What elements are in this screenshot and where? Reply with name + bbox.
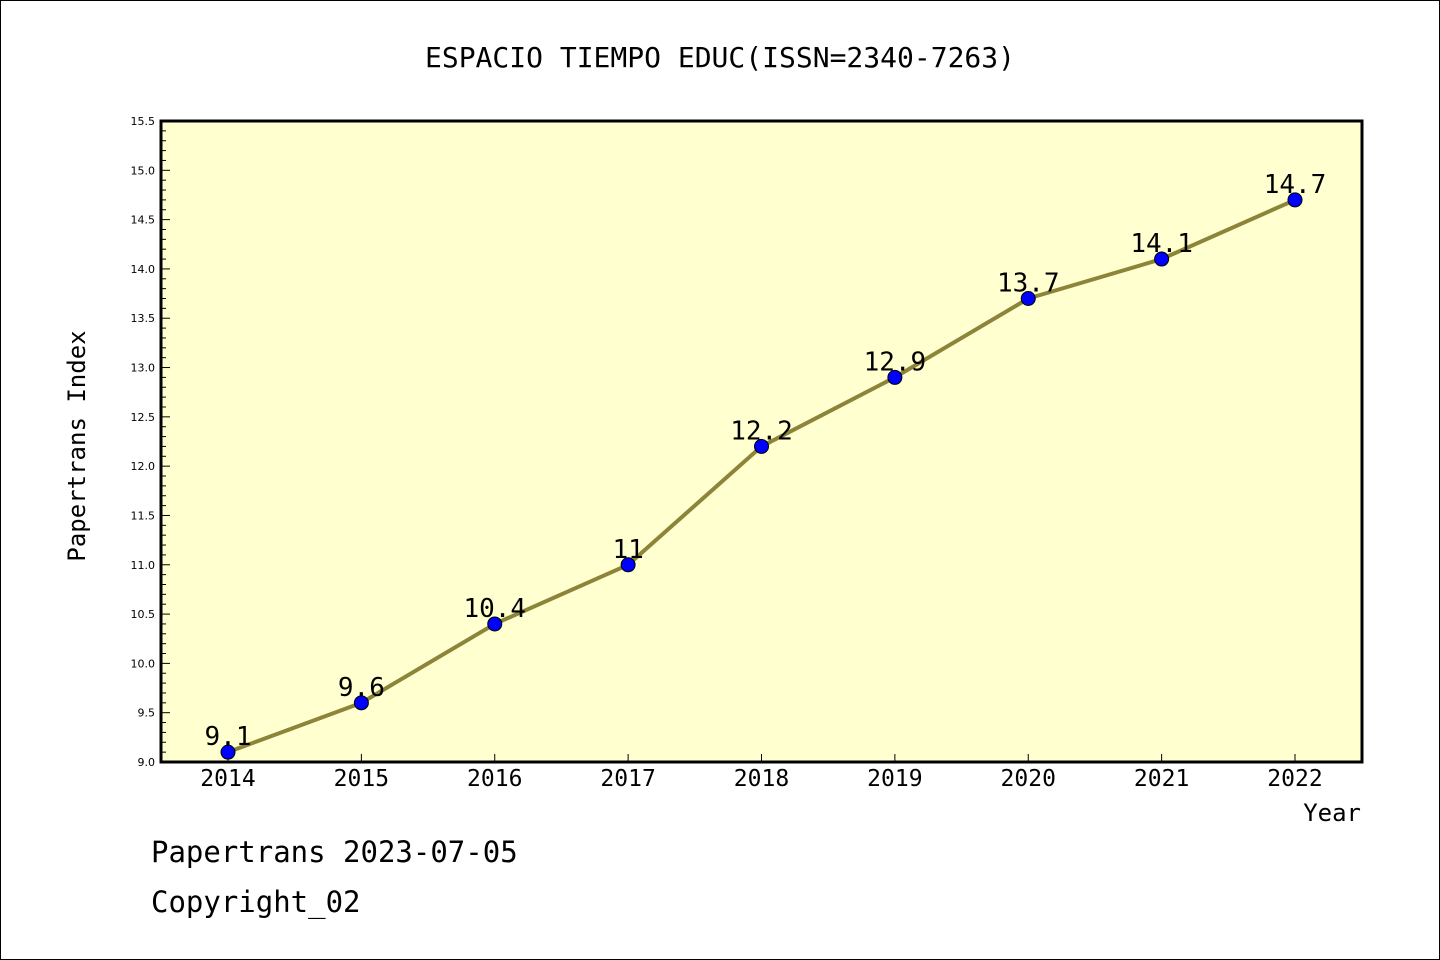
data-label: 13.7 bbox=[997, 269, 1060, 299]
data-label: 11 bbox=[612, 535, 643, 565]
footer-date: Papertrans 2023-07-05 bbox=[151, 835, 518, 869]
data-point bbox=[754, 438, 769, 454]
data-point bbox=[1154, 251, 1170, 267]
y-tick-label: 12.0 bbox=[131, 460, 156, 473]
y-tick-label: 12.5 bbox=[131, 411, 156, 424]
series-layer: 9.1 9.6 10.4 11 12.2 12.9 13.7 14.1 14.7 bbox=[205, 170, 1327, 760]
data-point bbox=[620, 557, 636, 573]
x-tick-label: 2015 bbox=[334, 766, 389, 792]
x-tick-label: 2019 bbox=[867, 766, 922, 792]
x-tick-label: 2020 bbox=[1001, 766, 1056, 792]
data-point bbox=[1020, 291, 1036, 307]
chart-title: ESPACIO TIEMPO EDUC(ISSN=2340-7263) bbox=[425, 41, 1015, 74]
plot-frame bbox=[159, 119, 1364, 764]
y-tick-label: 13.5 bbox=[131, 312, 156, 325]
x-axis-title: Year bbox=[1303, 799, 1361, 827]
y-tick-label: 13.0 bbox=[131, 362, 156, 375]
data-label: 12.2 bbox=[730, 416, 793, 446]
data-label: 9.1 bbox=[205, 722, 252, 752]
data-label: 9.6 bbox=[338, 673, 385, 703]
data-point bbox=[1287, 192, 1303, 208]
y-tick-label: 15.0 bbox=[131, 164, 156, 177]
data-label: 14.7 bbox=[1264, 170, 1327, 200]
data-label: 10.4 bbox=[463, 594, 526, 624]
x-tick-label: 2018 bbox=[734, 766, 789, 792]
y-tick-label: 10.5 bbox=[131, 608, 156, 621]
y-axis: 9.0 9.5 10.0 10.5 11.0 11.5 12.0 12.5 13.0 13.5 14… bbox=[131, 115, 170, 769]
footer-copyright: Copyright_02 bbox=[151, 885, 361, 919]
x-tick-label: 2017 bbox=[600, 766, 655, 792]
y-tick-label: 11.5 bbox=[131, 509, 156, 522]
y-tick-label: 9.5 bbox=[138, 707, 156, 720]
x-tick-label: 2022 bbox=[1267, 766, 1322, 792]
y-tick-label: 9.0 bbox=[138, 756, 156, 769]
x-tick-label: 2021 bbox=[1134, 766, 1189, 792]
y-tick-label: 14.0 bbox=[131, 263, 156, 276]
y-axis-title: Papertrans Index bbox=[63, 330, 91, 561]
data-point bbox=[220, 744, 236, 760]
y-tick-label: 14.5 bbox=[131, 214, 156, 227]
x-axis: 2014 2015 2016 2017 2018 2019 2020 2021 2022 bbox=[200, 754, 1323, 792]
data-label: 12.9 bbox=[864, 347, 927, 377]
y-tick-label: 15.5 bbox=[131, 115, 156, 128]
data-point bbox=[353, 695, 369, 711]
data-label: 14.1 bbox=[1130, 229, 1193, 259]
y-tick-label: 11.0 bbox=[131, 559, 156, 572]
x-tick-label: 2014 bbox=[200, 766, 255, 792]
y-tick-label: 10.0 bbox=[131, 657, 156, 670]
data-point bbox=[887, 369, 903, 385]
data-point bbox=[487, 616, 503, 632]
x-tick-label: 2016 bbox=[467, 766, 522, 792]
